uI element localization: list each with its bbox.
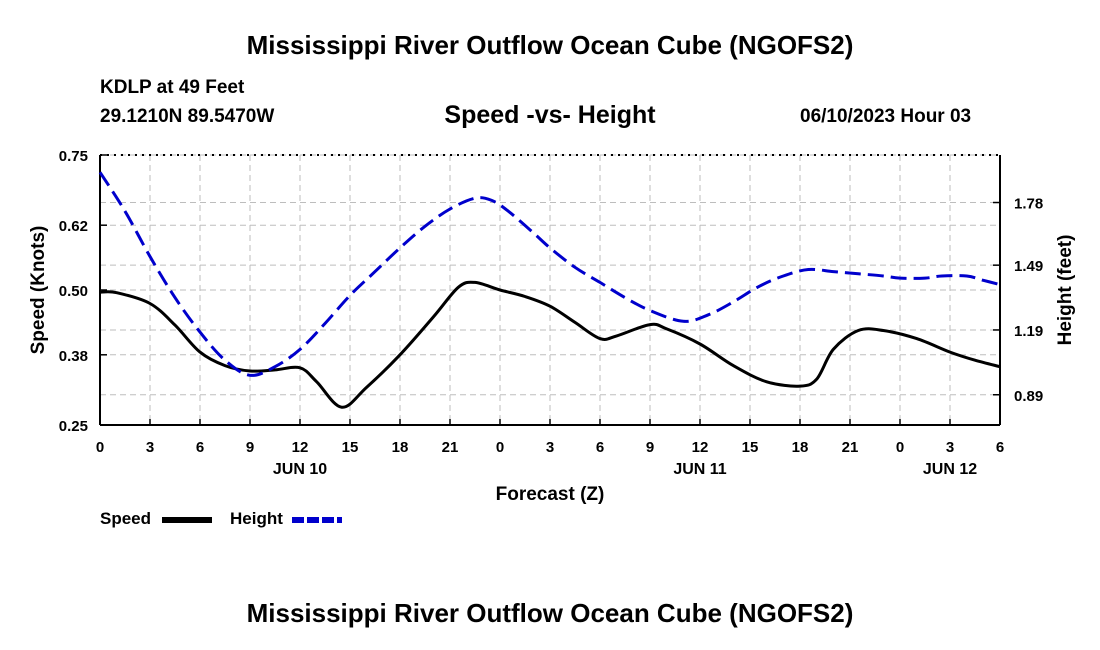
chart-subtitle: Speed -vs- Height [444,101,656,129]
x-date-label: JUN 10 [273,461,327,478]
chart-main-title: Mississippi River Outflow Ocean Cube (NG… [246,30,854,60]
x-tick-label: 15 [742,439,759,456]
y-left-tick-label: 0.75 [59,148,88,165]
x-tick-label: 21 [442,439,459,456]
x-tick-label: 6 [196,439,204,456]
x-tick-label: 9 [646,439,654,456]
y-left-tick-label: 0.50 [59,283,88,300]
legend-height-label: Height [230,509,283,528]
legend-speed-label: Speed [100,509,152,528]
y-right-tick-label: 1.49 [1014,258,1043,275]
x-tick-label: 18 [792,439,809,456]
x-tick-label: 6 [996,439,1004,456]
y-right-tick-label: 1.78 [1014,196,1043,213]
y-left-tick-label: 0.38 [59,348,88,365]
x-tick-label: 3 [546,439,554,456]
x-tick-label: 12 [292,439,309,456]
y-right-axis-title: Height (feet) [1055,235,1076,346]
x-date-label: JUN 12 [923,461,977,478]
x-tick-label: 18 [392,439,409,456]
x-tick-label: 15 [342,439,359,456]
x-tick-label: 0 [96,439,104,456]
x-tick-label: 12 [692,439,709,456]
coordinates-label: 29.1210N 89.5470W [100,106,275,127]
x-date-label: JUN 11 [673,461,726,478]
x-tick-label: 0 [896,439,904,456]
forecast-datetime: 06/10/2023 Hour 03 [800,106,972,127]
y-left-tick-label: 0.62 [59,218,88,235]
y-right-tick-label: 0.89 [1014,388,1043,405]
y-left-tick-label: 0.25 [59,418,88,435]
series-line-speed [99,280,1001,409]
x-tick-label: 3 [946,439,954,456]
x-tick-label: 3 [146,439,154,456]
x-tick-label: 6 [596,439,604,456]
x-axis-title: Forecast (Z) [496,484,605,505]
x-tick-label: 0 [496,439,504,456]
series-line-height [98,171,1001,377]
station-label: KDLP at 49 Feet [100,77,245,98]
chart-footer-title: Mississippi River Outflow Ocean Cube (NG… [246,598,854,628]
y-left-axis-title: Speed (Knots) [28,226,49,355]
x-tick-label: 9 [246,439,254,456]
y-right-tick-label: 1.19 [1014,323,1043,340]
x-tick-label: 21 [842,439,859,456]
